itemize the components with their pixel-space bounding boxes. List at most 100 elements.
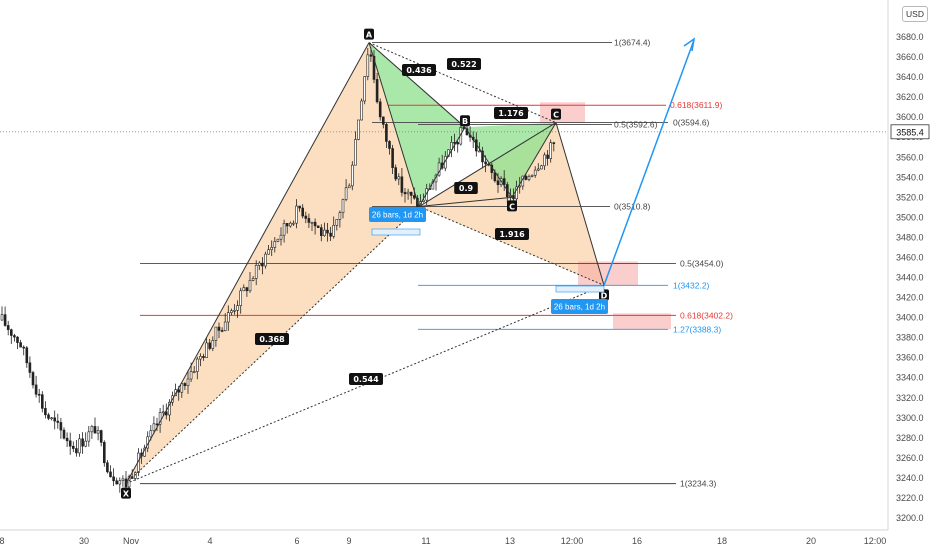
candle-body (109, 471, 112, 478)
candle-body (527, 176, 531, 180)
x-tick-label: 4 (207, 536, 212, 546)
bar-range-tag-bg (551, 299, 608, 314)
bar-range-tag-label: 26 bars, 1d 2h (372, 211, 423, 220)
candle-body (335, 219, 339, 226)
inner-leg-a-b (368, 42, 466, 128)
fib-level-label: 0.618(3402.2) (680, 310, 733, 320)
candle-body (338, 212, 342, 220)
candle-body (363, 76, 367, 102)
candle-body (242, 287, 246, 292)
leg-bd (418, 206, 605, 286)
candle-body (378, 101, 382, 118)
candle-body (28, 362, 32, 373)
candle-body (87, 431, 91, 442)
candle-body (295, 205, 298, 224)
candle-body (264, 253, 267, 267)
candle-body (251, 278, 255, 281)
x-tick-label: 18 (717, 536, 727, 546)
candle-body (134, 472, 137, 479)
current-price-tag-label: 3585.4 (896, 127, 924, 137)
candle-body (16, 336, 19, 343)
candle-body (34, 384, 38, 395)
fib-level-label: 0.5(3454.0) (680, 258, 724, 268)
candle-body (549, 142, 553, 159)
candle-body (319, 227, 323, 236)
candle-body (75, 448, 78, 454)
candle-body (391, 148, 394, 168)
point-tag-label: A (366, 31, 373, 40)
ratio-tag-label: 1.916 (499, 230, 525, 239)
candle-body (394, 167, 398, 180)
currency-label[interactable]: USD (902, 6, 928, 22)
y-tick-label: 3340.0 (896, 373, 924, 383)
candle-body (344, 187, 348, 200)
ratio-tag-bg (255, 333, 289, 345)
candle-body (366, 54, 370, 77)
d-extension-zone (613, 313, 671, 330)
candle-body (478, 150, 481, 153)
target-zones (540, 102, 671, 330)
y-tick-label: 3500.0 (896, 212, 924, 222)
candle-body (177, 389, 180, 393)
candle-body (267, 249, 270, 255)
point-tag-label: B (462, 117, 468, 126)
projection-arrow (603, 39, 695, 286)
candle-body (385, 124, 388, 142)
candle-body (62, 429, 66, 439)
candle-body (301, 207, 305, 217)
candle-body (515, 186, 518, 200)
point-tag-bg (364, 28, 374, 40)
candle-body (214, 326, 218, 341)
candle-body (84, 440, 87, 447)
y-tick-label: 3260.0 (896, 453, 924, 463)
candle-body (192, 371, 196, 373)
x-tick-label: 11 (421, 536, 430, 546)
candle-body (456, 142, 460, 145)
y-tick-label: 3520.0 (896, 192, 924, 202)
ratio-tag-bg (402, 64, 436, 76)
candle-body (230, 310, 233, 313)
inner-leg-b-c2 (418, 196, 513, 208)
candle-body (68, 440, 72, 447)
candle-body (22, 346, 26, 349)
point-tag-label: C (509, 202, 515, 211)
point-tag-bg (551, 108, 561, 120)
candle-body (329, 232, 332, 237)
candle-body (357, 119, 360, 140)
ratio-tag-label: 0.522 (451, 60, 476, 69)
candle-body (10, 329, 13, 336)
ratio-tag-label: 1.176 (498, 109, 524, 118)
candle-body (533, 169, 537, 176)
leg-xa (125, 42, 370, 484)
candle-body (403, 192, 407, 195)
candle-body (543, 154, 546, 167)
candle-body (273, 241, 277, 248)
y-tick-label: 3320.0 (896, 393, 924, 403)
fib-level-label: 1.27(3388.3) (673, 324, 721, 334)
x-tick-label: 16 (632, 536, 642, 546)
y-tick-label: 3380.0 (896, 333, 924, 343)
point-tag-bg (460, 115, 470, 127)
candle-body (199, 356, 202, 360)
candle-body (208, 342, 211, 349)
axes: 3680.03660.03640.03620.03600.03580.03560… (0, 32, 930, 546)
leg-cd (555, 122, 605, 286)
candle-body (168, 401, 171, 416)
fib-level-label: 1(3234.3) (680, 479, 717, 489)
candle-body (313, 221, 317, 227)
candle-body (292, 222, 295, 225)
candle-body (217, 326, 221, 331)
candle-body (484, 161, 487, 165)
fib-level-label: 0.618(3611.9) (670, 100, 722, 110)
candle-body (552, 142, 556, 144)
candle-body (118, 480, 122, 485)
candle-body (37, 393, 41, 396)
candle-body (276, 238, 280, 242)
candle-body (239, 290, 242, 306)
candle-body (248, 280, 252, 292)
inner-leg-c-c (511, 122, 557, 198)
candle-body (540, 165, 543, 170)
candle-body (341, 199, 345, 214)
fib-level-lines: 1(3674.4) 0.618(3611.9) 0.5(3592.6) 0(3594.… (0, 38, 888, 489)
